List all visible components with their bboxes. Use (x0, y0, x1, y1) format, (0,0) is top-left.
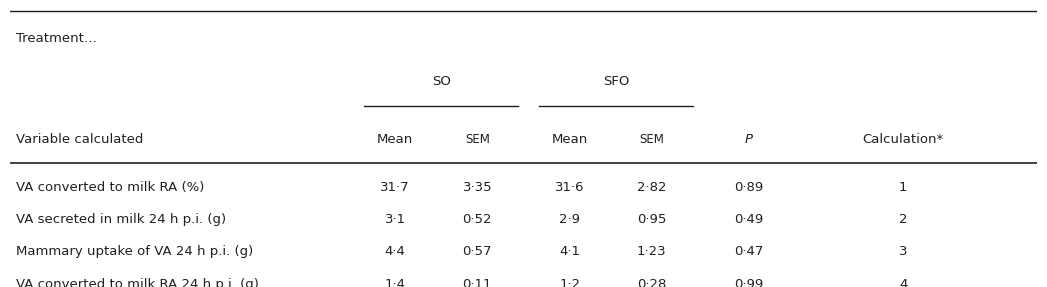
Text: Calculation*: Calculation* (863, 133, 943, 146)
Text: 1·2: 1·2 (559, 278, 580, 287)
Text: SFO: SFO (603, 75, 629, 88)
Text: VA converted to milk RA 24 h p.i. (g): VA converted to milk RA 24 h p.i. (g) (16, 278, 259, 287)
Text: Treatment…: Treatment… (16, 32, 96, 44)
Text: SEM: SEM (640, 133, 664, 146)
Text: 0·49: 0·49 (735, 213, 764, 226)
Text: 4·4: 4·4 (385, 245, 405, 258)
Text: Variable calculated: Variable calculated (16, 133, 143, 146)
Text: 1: 1 (899, 181, 908, 194)
Text: SEM: SEM (465, 133, 490, 146)
Text: 0·95: 0·95 (637, 213, 667, 226)
Text: 0·52: 0·52 (463, 213, 492, 226)
Text: 4: 4 (899, 278, 908, 287)
Text: Mean: Mean (377, 133, 414, 146)
Text: 1·4: 1·4 (384, 278, 406, 287)
Text: Mean: Mean (552, 133, 587, 146)
Text: 0·99: 0·99 (735, 278, 764, 287)
Text: VA secreted in milk 24 h p.i. (g): VA secreted in milk 24 h p.i. (g) (16, 213, 226, 226)
Text: 2: 2 (899, 213, 908, 226)
Text: 3: 3 (899, 245, 908, 258)
Text: 31·7: 31·7 (380, 181, 410, 194)
Text: 2·9: 2·9 (559, 213, 580, 226)
Text: 0·28: 0·28 (637, 278, 667, 287)
Text: 0·11: 0·11 (463, 278, 492, 287)
Text: 0·57: 0·57 (463, 245, 492, 258)
Text: 31·6: 31·6 (555, 181, 584, 194)
Text: 3·35: 3·35 (463, 181, 492, 194)
Text: SO: SO (432, 75, 451, 88)
Text: 3·1: 3·1 (384, 213, 406, 226)
Text: 4·1: 4·1 (559, 245, 580, 258)
Text: $\it{P}$: $\it{P}$ (744, 133, 754, 146)
Text: Mammary uptake of VA 24 h p.i. (g): Mammary uptake of VA 24 h p.i. (g) (16, 245, 252, 258)
Text: 1·23: 1·23 (637, 245, 667, 258)
Text: 2·82: 2·82 (637, 181, 667, 194)
Text: 0·47: 0·47 (735, 245, 764, 258)
Text: VA converted to milk RA (%): VA converted to milk RA (%) (16, 181, 204, 194)
Text: 0·89: 0·89 (735, 181, 764, 194)
